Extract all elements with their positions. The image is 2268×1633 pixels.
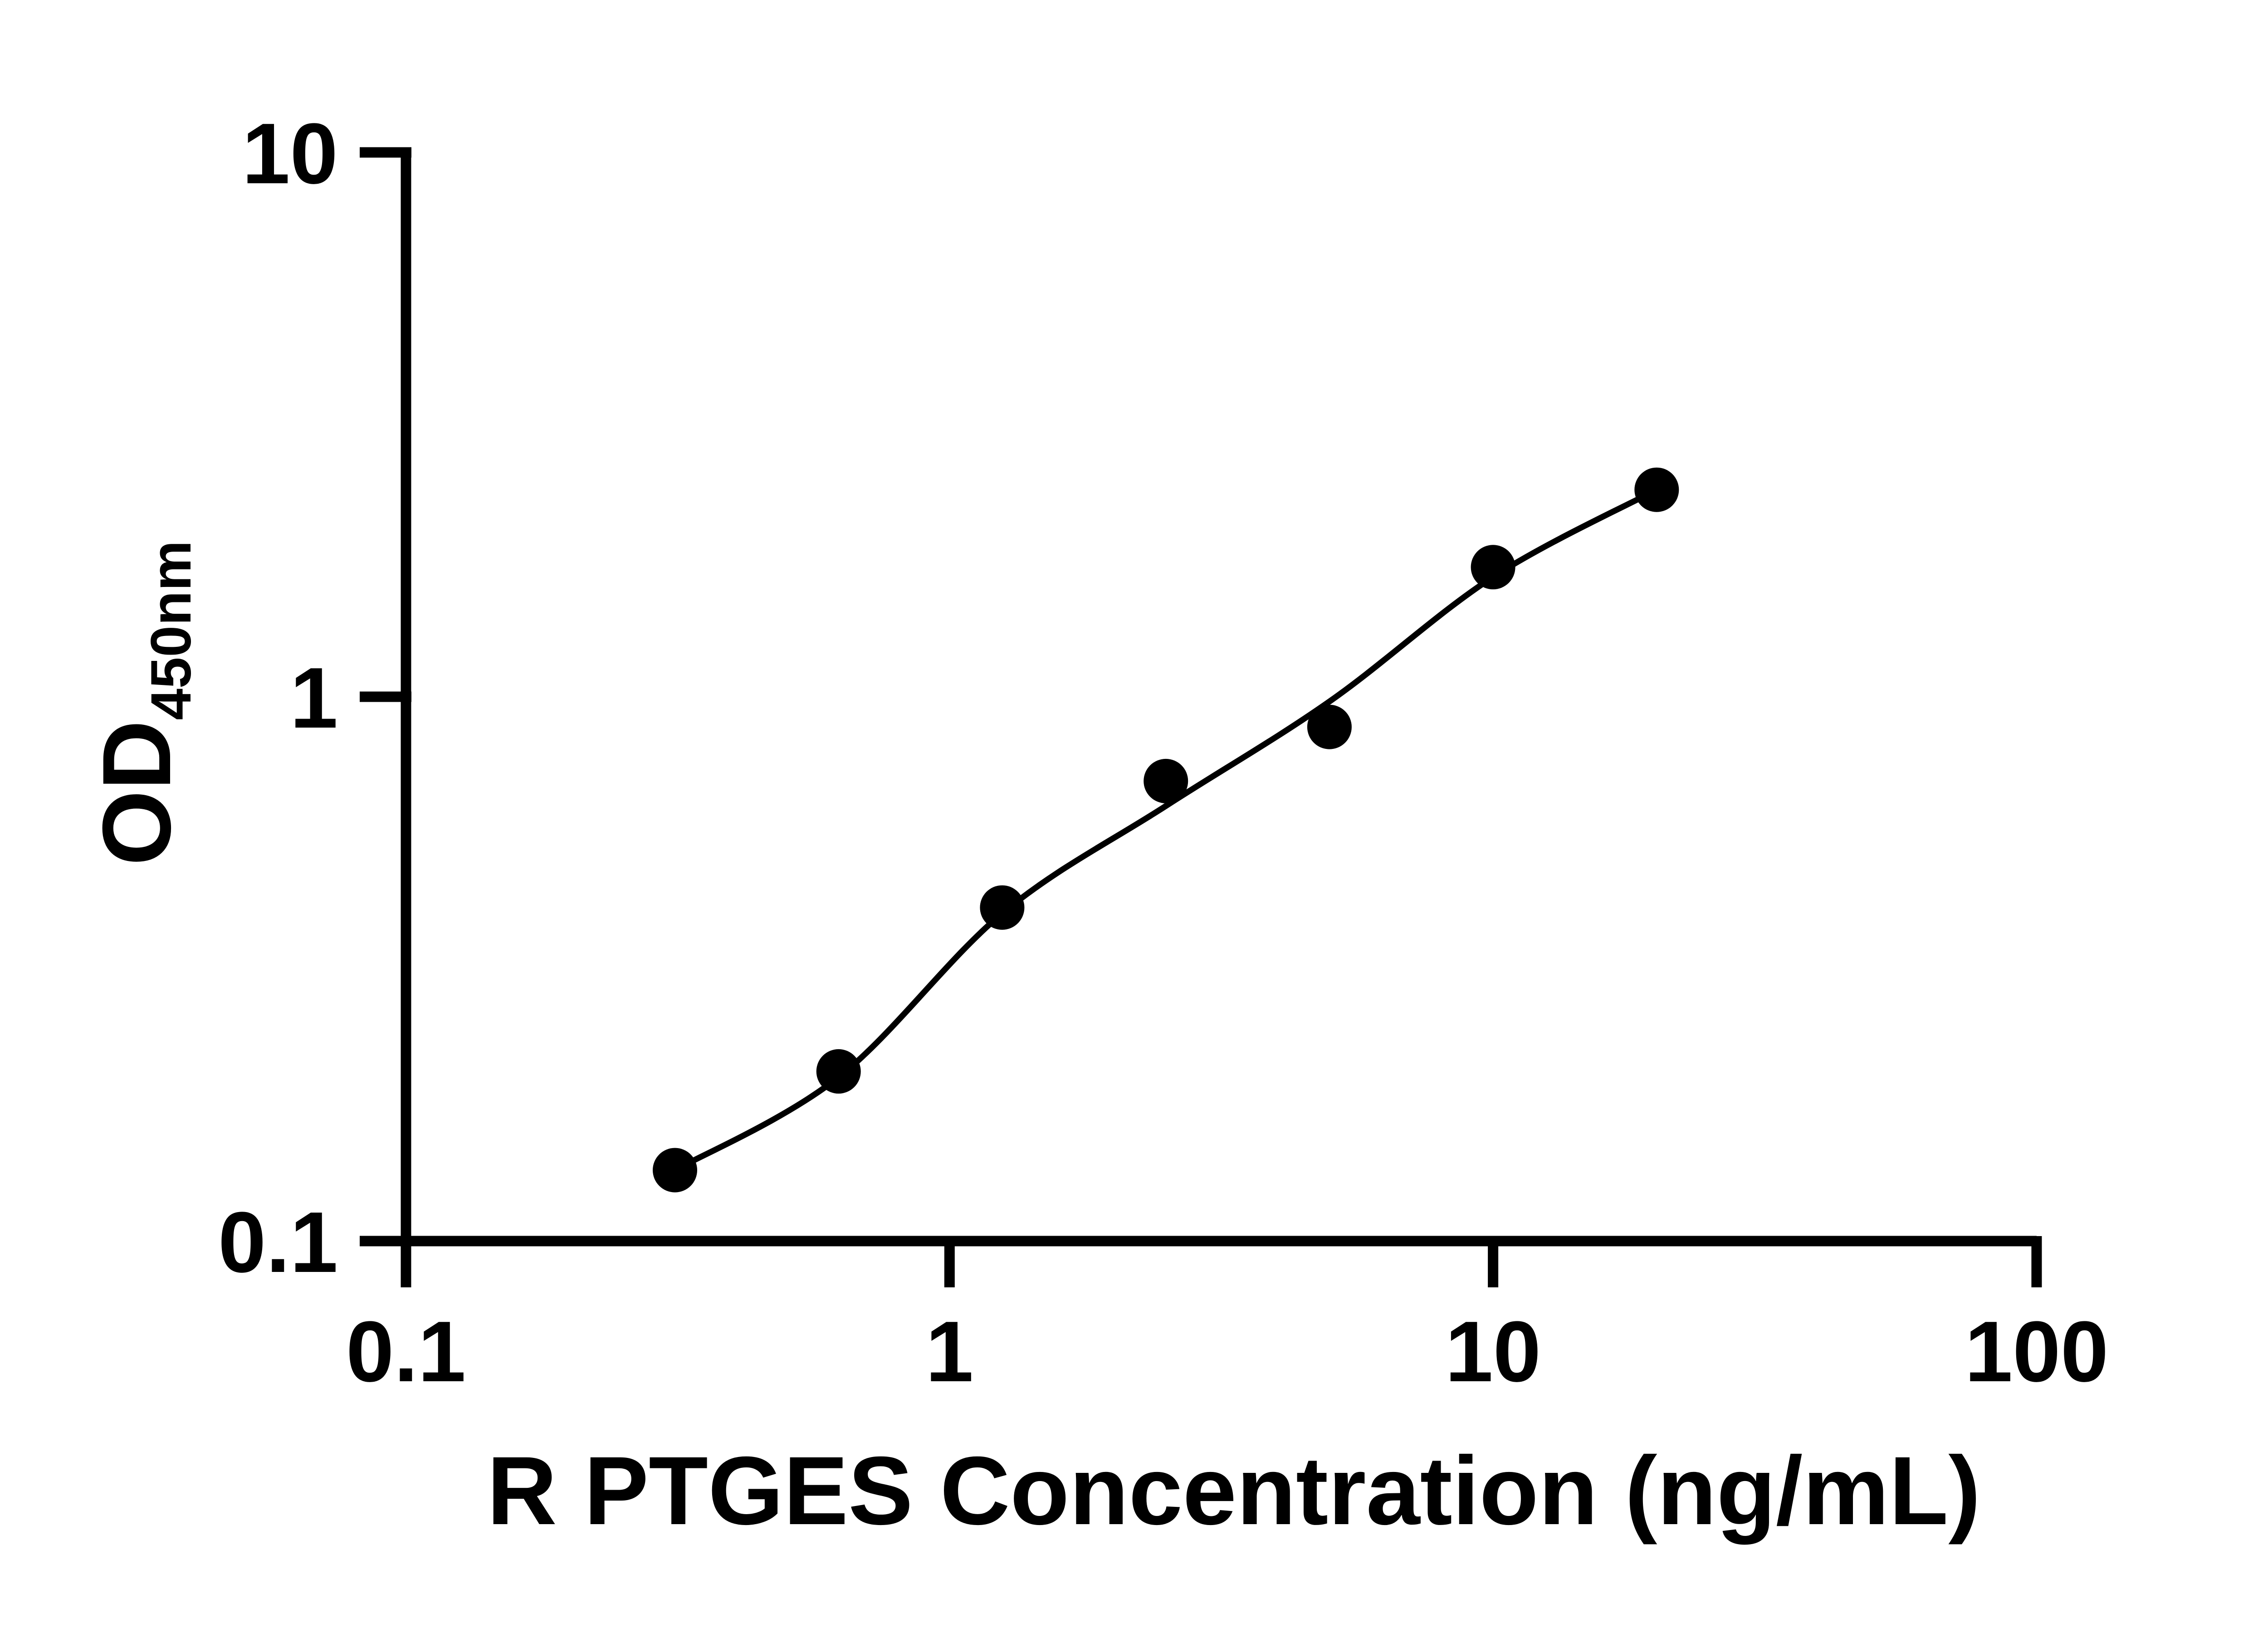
data-point	[1471, 545, 1515, 590]
data-point	[980, 885, 1025, 930]
x-tick-label: 100	[1965, 1304, 2108, 1400]
y-tick-label: 0.1	[218, 1194, 338, 1291]
y-axis-title-main: OD	[83, 720, 191, 866]
data-point	[816, 1049, 861, 1094]
x-axis-title: R PTGES Concentration (ng/mL)	[487, 1437, 1980, 1545]
y-axis-title-subscript: 450nm	[140, 540, 203, 720]
y-tick-label: 10	[242, 106, 338, 202]
data-point	[653, 1148, 697, 1193]
x-tick-labels: 0.1 1 10 100	[346, 1304, 2108, 1400]
x-tick-label: 10	[1445, 1304, 1541, 1400]
axes-frame	[401, 152, 2037, 1247]
x-tick-label: 1	[925, 1304, 973, 1400]
data-point	[1144, 758, 1188, 803]
axis-lines	[401, 152, 2037, 1247]
data-point-markers	[653, 467, 1679, 1193]
x-tick-label: 0.1	[346, 1304, 466, 1400]
data-point	[1307, 704, 1352, 749]
y-tick-label: 1	[290, 650, 338, 746]
data-point	[1634, 467, 1679, 512]
y-axis-ticks	[360, 147, 411, 1247]
x-axis-ticks	[401, 1236, 2042, 1287]
y-tick-labels: 10 1 0.1	[218, 106, 338, 1291]
y-axis-title: OD450nm	[83, 540, 203, 865]
